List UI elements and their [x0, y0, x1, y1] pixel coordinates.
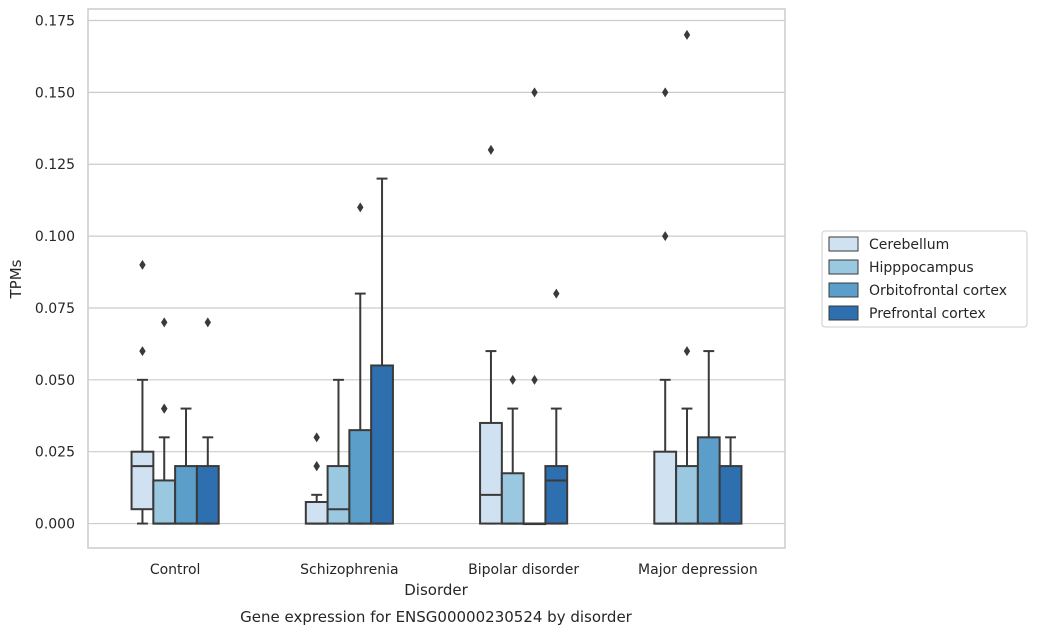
box-groups: [130, 29, 743, 526]
chart-title: Gene expression for ENSG00000230524 by d…: [240, 608, 633, 626]
x-tick-label: Schizophrenia: [300, 562, 398, 578]
box-hipppocampus: [675, 29, 699, 525]
y-tick-label: 0.175: [35, 13, 75, 29]
box-prefrontal-cortex: [195, 317, 220, 525]
box-cerebellum: [130, 259, 155, 525]
box-prefrontal-cortex: [370, 177, 394, 525]
outlier-point: [161, 317, 168, 328]
outlier-point: [313, 432, 320, 443]
box-hipppocampus: [500, 374, 525, 525]
x-tick-label: Bipolar disorder: [468, 562, 579, 578]
y-tick-labels: 0.000 0.025 0.050 0.075 0.100 0.125 0.150 0.175: [35, 13, 75, 532]
box-prefrontal-cortex: [544, 288, 569, 525]
outlier-point: [662, 231, 669, 242]
outlier-point: [204, 317, 211, 328]
box-cerebellum: [479, 144, 503, 525]
legend-frame: [821, 230, 1028, 328]
outlier-point: [487, 144, 495, 155]
box-iqr: [696, 436, 721, 525]
y-tick-label: 0.125: [35, 157, 75, 173]
box-iqr: [152, 479, 177, 525]
legend-swatch: [828, 259, 859, 275]
box-cerebellum: [653, 87, 678, 525]
box-iqr: [195, 465, 220, 525]
box-iqr: [675, 465, 699, 525]
box-prefrontal-cortex: [718, 436, 743, 525]
outlier-point: [509, 374, 516, 385]
legend-label: Cerebellum: [869, 237, 949, 253]
legend-swatch: [828, 305, 859, 321]
grid-lines: [88, 19, 785, 525]
y-tick-label: 0.075: [35, 301, 75, 317]
box-iqr: [370, 364, 394, 525]
outlier-point: [139, 346, 146, 357]
box-iqr: [174, 465, 198, 525]
outlier-point: [313, 461, 320, 472]
box-iqr: [500, 472, 525, 525]
y-tick-label: 0.050: [35, 373, 75, 389]
legend-label: Hipppocampus: [869, 260, 974, 276]
outlier-point: [662, 87, 669, 98]
outlier-point: [531, 374, 538, 385]
box-iqr: [348, 429, 373, 525]
box-cerebellum: [304, 432, 329, 525]
box-hipppocampus: [326, 378, 351, 525]
y-tick-label: 0.150: [35, 85, 75, 101]
x-tick-label: Control: [150, 562, 201, 578]
box-iqr: [653, 450, 678, 525]
outlier-point: [357, 202, 364, 213]
plot-frame: [87, 8, 786, 549]
outlier-point: [531, 87, 538, 98]
legend: Cerebellum Hipppocampus Orbitofrontal cort…: [821, 230, 1028, 328]
legend-swatch: [828, 236, 859, 252]
box-iqr: [718, 465, 743, 525]
outlier-point: [553, 288, 560, 299]
x-tick-label: Major depression: [638, 562, 758, 578]
box-orbitofrontal-cortex: [522, 87, 547, 526]
outlier-point: [139, 259, 146, 270]
box-orbitofrontal-cortex: [348, 202, 373, 525]
outlier-point: [683, 29, 691, 40]
y-tick-label: 0.025: [35, 445, 75, 461]
legend-label: Orbitofrontal cortex: [869, 283, 1007, 299]
outlier-point: [683, 346, 691, 357]
box-hipppocampus: [152, 317, 177, 525]
x-axis-label: Disorder: [404, 581, 468, 599]
box-iqr: [304, 501, 329, 525]
box-iqr: [130, 450, 155, 511]
box-iqr: [544, 465, 569, 525]
legend-swatch: [828, 282, 859, 298]
outlier-point: [161, 403, 168, 414]
legend-label: Prefrontal cortex: [869, 306, 986, 322]
box-orbitofrontal-cortex: [696, 350, 721, 525]
box-orbitofrontal-cortex: [174, 407, 198, 525]
y-axis-label: TPMs: [7, 259, 25, 299]
x-tick-labels: Control Schizophrenia Bipolar disorder Majo…: [150, 562, 758, 578]
box-iqr: [326, 465, 351, 525]
box-iqr: [479, 421, 503, 525]
y-tick-label: 0.000: [35, 517, 75, 533]
y-tick-label: 0.100: [35, 229, 75, 245]
